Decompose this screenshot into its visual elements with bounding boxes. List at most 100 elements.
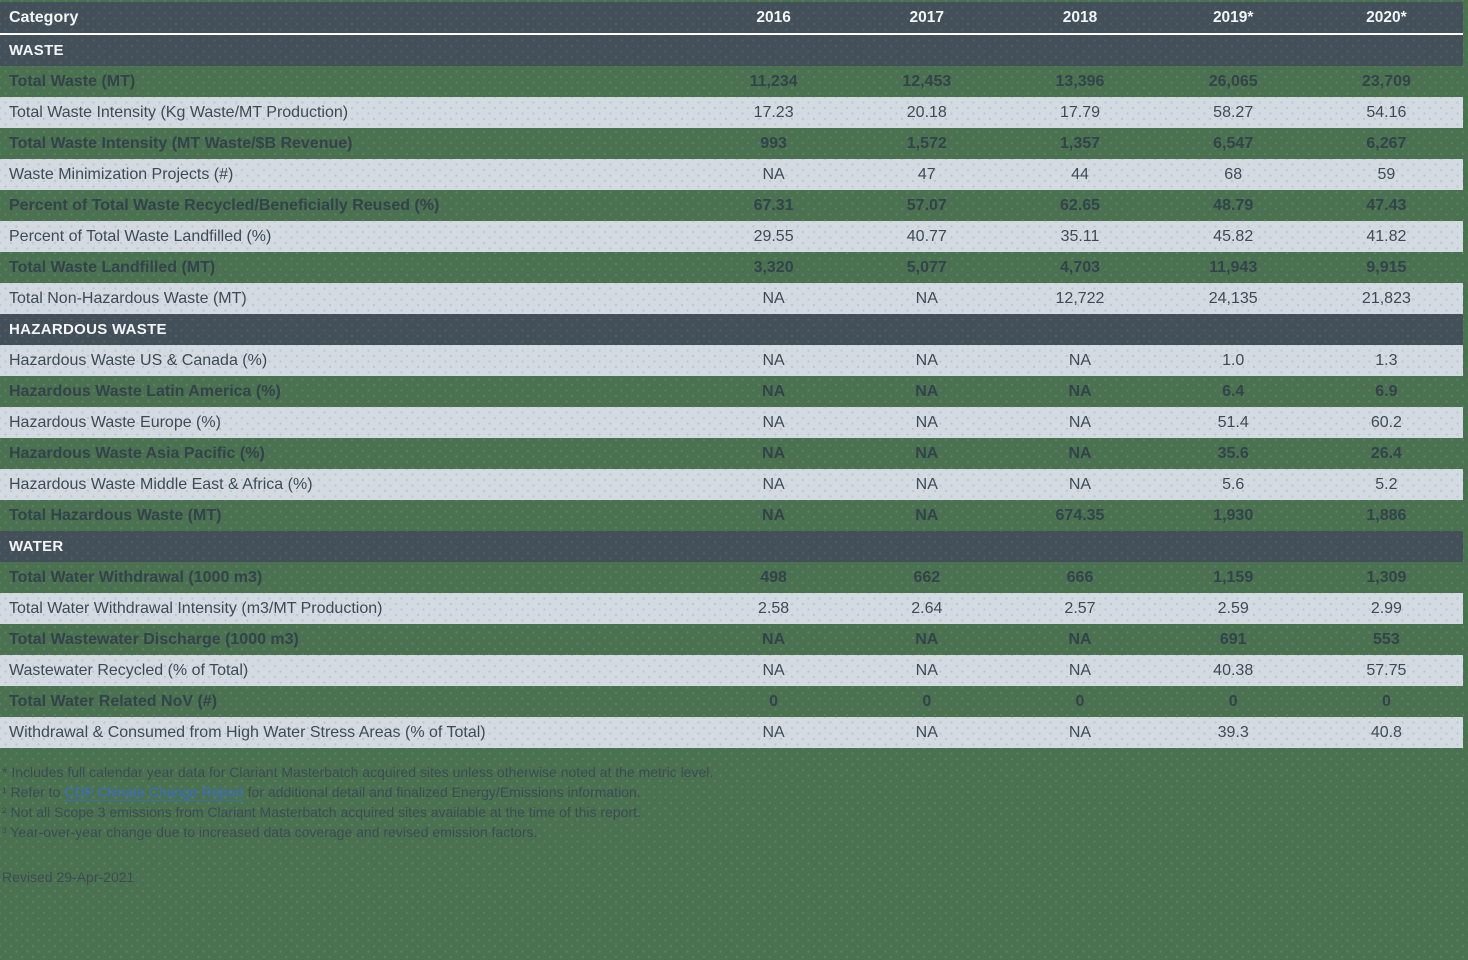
- value-cell: 1,357: [1059, 134, 1101, 152]
- value-cell: 6,267: [1366, 134, 1407, 152]
- footnote-marker: ²: [2, 804, 7, 820]
- row-label: Total Non-Hazardous Waste (MT): [9, 289, 247, 307]
- value-cell: NA: [1068, 351, 1092, 369]
- row-label: Hazardous Waste Europe (%): [9, 413, 221, 431]
- value-cell: 40.8: [1370, 723, 1402, 741]
- value-cell: 17.79: [1059, 103, 1101, 121]
- value-cell: 0: [922, 692, 932, 710]
- value-cell: 26.4: [1370, 444, 1402, 462]
- value-cell: 24,135: [1208, 289, 1258, 307]
- value-cell: NA: [915, 506, 939, 524]
- value-cell: 1,572: [906, 134, 947, 152]
- value-cell: 1.0: [1222, 351, 1245, 369]
- value-cell: NA: [915, 475, 938, 493]
- value-cell: 9,915: [1366, 258, 1407, 276]
- row-label: Total Waste Intensity (MT Waste/$B Reven…: [9, 134, 353, 152]
- column-header-category: Category: [9, 8, 79, 26]
- row-label: Percent of Total Waste Landfilled (%): [9, 227, 272, 245]
- section-title: WATER: [9, 538, 64, 555]
- row-label: Hazardous Waste US & Canada (%): [9, 351, 268, 369]
- row-label: Waste Minimization Projects (#): [9, 165, 234, 183]
- value-cell: 4,703: [1059, 258, 1101, 276]
- table-row: Hazardous Waste US & Canada (%) NA NA NA 1.0…: [0, 345, 1463, 376]
- value-cell: 0: [1228, 692, 1238, 710]
- value-cell: NA: [762, 506, 786, 524]
- column-header-2020: 2020*: [1366, 8, 1407, 26]
- value-cell: NA: [762, 475, 785, 493]
- row-label: Total Wastewater Discharge (1000 m3): [9, 630, 299, 648]
- table-row: Hazardous Waste Asia Pacific (%) NA NA NA 35…: [0, 438, 1463, 469]
- value-cell: 2.64: [911, 599, 943, 617]
- table-row: Hazardous Waste Europe (%) NA NA NA 51.4 60.2: [0, 407, 1463, 438]
- value-cell: 553: [1373, 630, 1400, 648]
- value-cell: NA: [762, 444, 786, 462]
- section-header-row: WASTE: [0, 35, 1463, 66]
- footnote-2: ² Not all Scope 3 emissions from Clarian…: [2, 802, 1468, 822]
- value-cell: 35.11: [1060, 227, 1100, 245]
- value-cell: 12,453: [902, 72, 952, 90]
- value-cell: 58.27: [1213, 103, 1254, 121]
- value-cell: 3,320: [753, 258, 794, 276]
- footnote-text: for additional detail and finalized Ener…: [243, 784, 641, 800]
- value-cell: 40.38: [1213, 661, 1254, 679]
- value-cell: 59: [1377, 165, 1396, 183]
- footnote-text: Year-over-year change due to increased d…: [6, 824, 538, 840]
- value-cell: NA: [915, 661, 938, 679]
- value-cell: 48.79: [1213, 196, 1254, 214]
- footnote-text: Includes full calendar year data for Cla…: [7, 764, 714, 780]
- footnote-1: ¹ Refer to CDP Climate Change Report for…: [2, 782, 1468, 802]
- value-cell: 11,943: [1209, 258, 1258, 276]
- value-cell: 21,823: [1361, 289, 1411, 307]
- metrics-table: Category 2016 2017 2018 2019* 2020* WAST…: [0, 2, 1463, 748]
- value-cell: 68: [1224, 165, 1243, 183]
- table-row: Total Waste Landfilled (MT) 3,320 5,077 4,7…: [0, 252, 1463, 283]
- value-cell: NA: [915, 444, 939, 462]
- value-cell: NA: [762, 165, 785, 183]
- value-cell: 57.07: [906, 196, 947, 214]
- value-cell: 674.35: [1055, 506, 1105, 524]
- value-cell: 62.65: [1059, 196, 1101, 214]
- table-row: Wastewater Recycled (% of Total) NA NA NA 40…: [0, 655, 1463, 686]
- value-cell: NA: [1068, 723, 1092, 741]
- value-cell: 39.3: [1217, 723, 1249, 741]
- row-label: Total Water Withdrawal (1000 m3): [9, 568, 263, 586]
- footnotes: * Includes full calendar year data for C…: [2, 762, 1468, 842]
- table-row: Total Non-Hazardous Waste (MT) NA NA 12,722…: [0, 283, 1463, 314]
- value-cell: NA: [915, 382, 939, 400]
- value-cell: 29.55: [753, 227, 794, 245]
- cdp-climate-change-report-link[interactable]: CDP Climate Change Report: [64, 784, 244, 800]
- value-cell: 1.3: [1375, 351, 1398, 369]
- table-row: Waste Minimization Projects (#) NA 47 44 68 5…: [0, 159, 1463, 190]
- table-row: Total Water Withdrawal (1000 m3) 498 662 66…: [0, 562, 1463, 593]
- table-row: Hazardous Waste Latin America (%) NA NA NA 6…: [0, 376, 1463, 407]
- row-label: Withdrawal & Consumed from High Water St…: [9, 723, 486, 741]
- value-cell: NA: [762, 723, 785, 741]
- revised-date: Revised 29-Apr-2021: [2, 869, 135, 885]
- column-header-2016: 2016: [756, 8, 791, 26]
- value-cell: 0: [1381, 692, 1391, 710]
- value-cell: NA: [915, 630, 939, 648]
- row-label: Total Waste (MT): [9, 72, 136, 90]
- column-header-2018: 2018: [1062, 8, 1098, 26]
- value-cell: NA: [762, 382, 786, 400]
- value-cell: NA: [915, 351, 938, 369]
- value-cell: NA: [762, 351, 785, 369]
- value-cell: 498: [760, 568, 787, 586]
- value-cell: 662: [913, 568, 941, 586]
- value-cell: 23,709: [1361, 72, 1411, 90]
- value-cell: 40.77: [906, 227, 947, 245]
- value-cell: 17.23: [753, 103, 794, 121]
- value-cell: 993: [760, 134, 787, 152]
- value-cell: NA: [915, 723, 938, 741]
- table-row: Total Hazardous Waste (MT) NA NA 674.35 1,93…: [0, 500, 1463, 531]
- footnote-3: ³ Year-over-year change due to increased…: [2, 822, 1468, 842]
- value-cell: 20.18: [906, 103, 947, 121]
- value-cell: 44: [1071, 165, 1089, 183]
- section-header-row: HAZARDOUS WASTE: [0, 314, 1463, 345]
- value-cell: NA: [915, 289, 938, 307]
- value-cell: 1,930: [1213, 506, 1254, 524]
- value-cell: 2.59: [1217, 599, 1249, 617]
- value-cell: 12,722: [1055, 289, 1105, 307]
- row-label: Percent of Total Waste Recycled/Benefici…: [9, 196, 440, 214]
- value-cell: 691: [1219, 630, 1247, 648]
